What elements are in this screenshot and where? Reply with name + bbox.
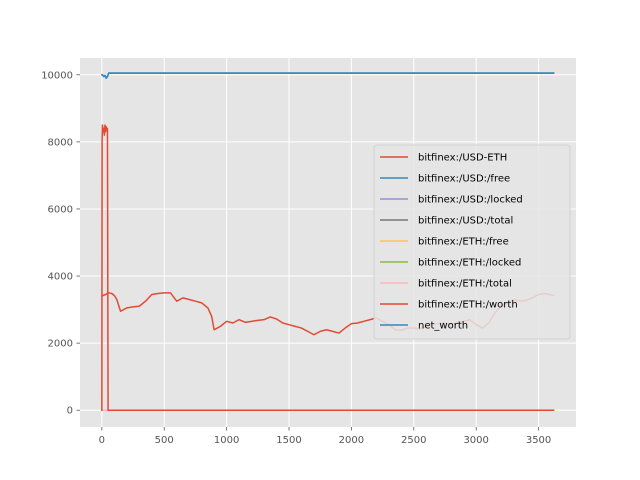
y-axis-ticks: 0 2000 4000 6000 8000 10000 — [41, 70, 80, 417]
y-tick-label: 10000 — [41, 70, 73, 81]
y-tick-label: 6000 — [48, 204, 73, 215]
legend-box — [373, 144, 571, 340]
x-tick-label: 2000 — [339, 435, 364, 446]
x-tick-label: 500 — [155, 435, 174, 446]
legend-label: bitfinex:/ETH:/total — [418, 279, 512, 290]
legend-label: net_worth — [418, 321, 468, 332]
x-tick-label: 3500 — [526, 435, 551, 446]
legend-label: bitfinex:/ETH:/free — [418, 237, 509, 248]
x-tick-label: 1500 — [276, 435, 301, 446]
series-line-net-worth — [101, 72, 555, 79]
y-tick-label: 0 — [67, 406, 73, 417]
legend-label: bitfinex:/USD:/free — [418, 174, 510, 185]
legend-label: bitfinex:/USD-ETH — [418, 153, 507, 164]
legend[interactable]: bitfinex:/USD-ETH bitfinex:/USD:/free bitf… — [373, 144, 571, 340]
legend-label: bitfinex:/ETH:/locked — [418, 258, 521, 269]
y-tick-label: 4000 — [48, 272, 73, 283]
y-tick-label: 8000 — [48, 137, 73, 148]
x-tick-label: 2500 — [401, 435, 426, 446]
series-layer — [100, 72, 555, 411]
legend-label: bitfinex:/USD:/locked — [418, 195, 523, 206]
y-tick-label: 2000 — [48, 339, 73, 350]
x-tick-label: 3000 — [463, 435, 488, 446]
legend-label: bitfinex:/USD:/total — [418, 216, 513, 227]
x-axis-ticks: 0 500 1000 1500 2000 2500 3000 3500 — [99, 427, 551, 446]
x-tick-label: 0 — [99, 435, 105, 446]
legend-label: bitfinex:/ETH:/worth — [418, 300, 518, 311]
x-tick-label: 1000 — [214, 435, 239, 446]
series-line-bitfinex-eth-worth — [101, 124, 555, 411]
